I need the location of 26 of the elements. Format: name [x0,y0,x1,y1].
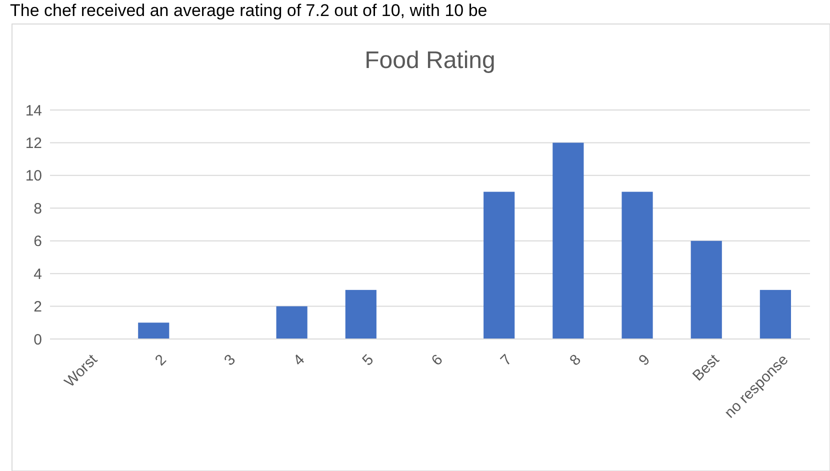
y-tick-label: 4 [34,266,42,283]
bar [552,142,584,339]
y-tick-label: 6 [34,233,42,250]
x-tick-label: 4 [290,351,308,370]
bar [622,192,653,339]
bar [345,290,376,339]
x-tick-label: 7 [497,351,516,370]
x-tick-label: 2 [152,351,170,370]
x-tick-label: 6 [428,351,446,370]
bar [760,290,791,339]
y-tick-label: 12 [25,134,42,152]
x-tick-label: 3 [221,351,239,370]
y-tick-label: 14 [25,102,42,120]
bar [690,240,722,339]
y-tick-label: 2 [34,298,42,316]
bar [484,192,515,339]
chart-title: Food Rating [364,47,496,74]
x-tick-label: 5 [359,351,378,370]
x-tick-label: 8 [566,351,584,370]
bar [138,322,170,339]
y-tick-label: 0 [34,331,42,348]
y-tick-label: 10 [25,168,42,185]
y-tick-label: 8 [34,200,42,218]
bar [276,306,308,339]
text: The chef received an average rating of 7.2 out of 10, with 10 be [10,1,488,20]
x-tick-label: 9 [636,351,654,370]
